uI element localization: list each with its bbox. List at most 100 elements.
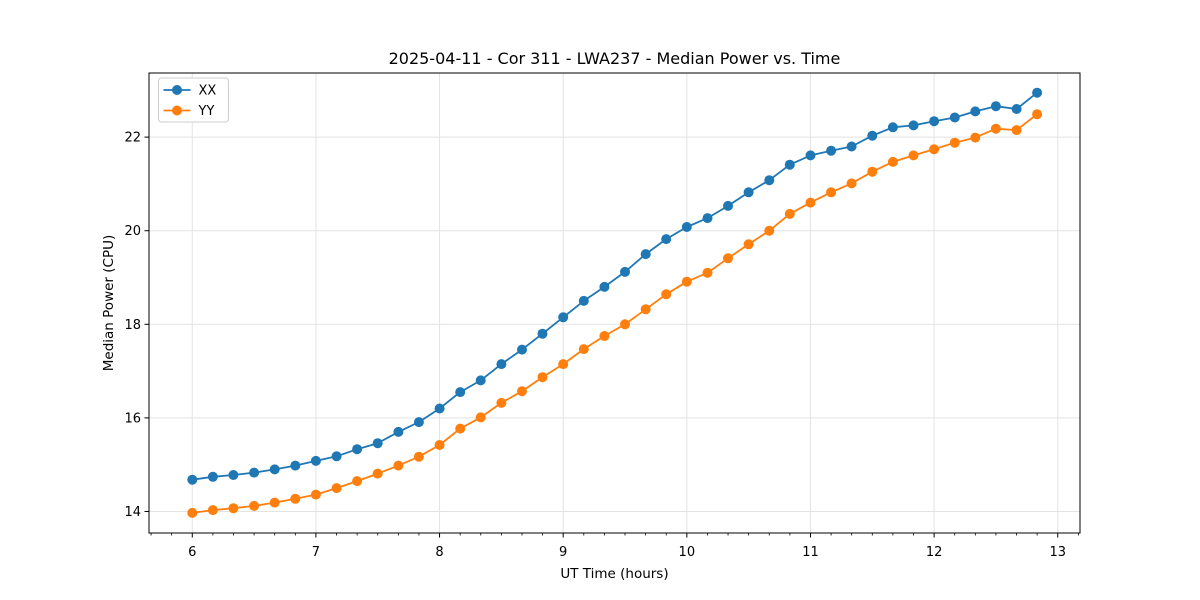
data-point-marker — [784, 159, 795, 170]
data-point-marker — [249, 467, 260, 478]
data-point-marker — [393, 426, 404, 437]
data-point-marker — [723, 200, 733, 211]
data-point-marker — [620, 266, 630, 277]
data-point-marker — [517, 386, 527, 397]
data-point-marker — [434, 440, 445, 450]
data-point-marker — [640, 304, 651, 315]
data-point-marker — [805, 150, 816, 161]
data-point-marker — [908, 120, 919, 131]
data-point-marker — [702, 267, 713, 278]
data-point-marker — [537, 328, 548, 339]
data-point-marker — [187, 507, 198, 518]
data-point-marker — [949, 137, 960, 148]
data-point-marker — [1032, 87, 1043, 98]
data-point-marker — [908, 150, 919, 161]
data-point-marker — [661, 289, 672, 300]
data-point-marker — [599, 281, 610, 292]
x-tick-label: 6 — [188, 545, 196, 560]
data-point-marker — [475, 412, 486, 423]
data-point-marker — [867, 130, 878, 141]
x-tick-label: 7 — [312, 545, 320, 560]
data-point-marker — [558, 312, 569, 323]
data-point-marker — [764, 225, 775, 236]
data-point-marker — [846, 141, 857, 152]
data-point-marker — [784, 208, 795, 219]
data-point-marker — [228, 503, 239, 514]
data-point-marker — [990, 123, 1001, 134]
y-tick-label: 18 — [124, 318, 141, 333]
x-tick-label: 12 — [926, 545, 943, 560]
data-point-marker — [846, 178, 857, 189]
data-point-marker — [537, 372, 548, 383]
plot-border — [148, 72, 1081, 534]
y-tick-label: 14 — [124, 505, 141, 520]
x-tick-label: 11 — [802, 545, 819, 560]
series-line — [192, 113, 1038, 514]
x-tick-label: 13 — [1049, 545, 1066, 560]
data-point-marker — [929, 116, 940, 127]
data-point-marker — [207, 471, 218, 482]
data-point-marker — [1032, 109, 1043, 120]
data-point-marker — [352, 476, 363, 487]
legend-item-label: YY — [198, 104, 215, 119]
data-point-marker — [269, 497, 280, 508]
x-tick-label: 8 — [435, 545, 443, 560]
data-series — [187, 87, 1043, 518]
legend-marker — [172, 105, 182, 116]
data-point-marker — [290, 493, 301, 504]
data-point-marker — [434, 403, 445, 414]
series-xx — [187, 87, 1043, 485]
data-point-marker — [310, 489, 321, 500]
data-point-marker — [743, 187, 754, 198]
data-point-marker — [970, 106, 981, 117]
data-point-marker — [949, 112, 960, 123]
series-yy — [187, 109, 1043, 518]
data-point-marker — [681, 276, 692, 287]
data-point-marker — [826, 145, 837, 156]
gridlines — [149, 73, 1080, 533]
data-point-marker — [970, 132, 981, 143]
data-point-marker — [929, 144, 940, 155]
data-point-marker — [413, 451, 424, 462]
data-point-marker — [640, 249, 651, 260]
data-point-marker — [455, 387, 466, 398]
x-tick-label: 9 — [559, 545, 567, 560]
data-point-marker — [805, 197, 816, 208]
data-point-marker — [372, 438, 383, 449]
data-point-marker — [867, 166, 878, 177]
legend-item-xx: XX — [163, 84, 217, 99]
data-point-marker — [413, 417, 424, 428]
data-point-marker — [990, 101, 1001, 112]
data-point-marker — [599, 331, 610, 341]
data-point-marker — [290, 460, 301, 471]
data-point-marker — [578, 344, 589, 355]
data-point-marker — [331, 483, 342, 494]
data-point-marker — [187, 474, 198, 485]
data-point-marker — [455, 423, 466, 434]
legend-box — [158, 77, 229, 123]
series-line — [192, 91, 1038, 481]
data-point-marker — [372, 468, 383, 479]
data-point-marker — [723, 253, 733, 264]
legend-item-yy: YY — [163, 104, 215, 119]
y-tick-label: 20 — [124, 224, 141, 239]
axis-ticks — [144, 136, 1079, 538]
data-point-marker — [887, 156, 898, 167]
data-point-marker — [331, 451, 342, 462]
chart-title: 2025-04-11 - Cor 311 - LWA237 - Median P… — [389, 49, 841, 68]
data-point-marker — [496, 359, 507, 370]
x-axis-label: UT Time (hours) — [560, 566, 668, 582]
data-point-marker — [764, 175, 775, 186]
legend-item-label: XX — [199, 84, 217, 99]
data-point-marker — [702, 213, 713, 224]
data-point-marker — [661, 234, 672, 245]
data-point-marker — [228, 470, 239, 480]
data-point-marker — [269, 464, 280, 475]
data-point-marker — [620, 319, 630, 330]
data-point-marker — [826, 187, 837, 198]
data-point-marker — [1011, 125, 1022, 136]
data-point-marker — [681, 222, 692, 232]
y-tick-label: 16 — [124, 411, 141, 426]
